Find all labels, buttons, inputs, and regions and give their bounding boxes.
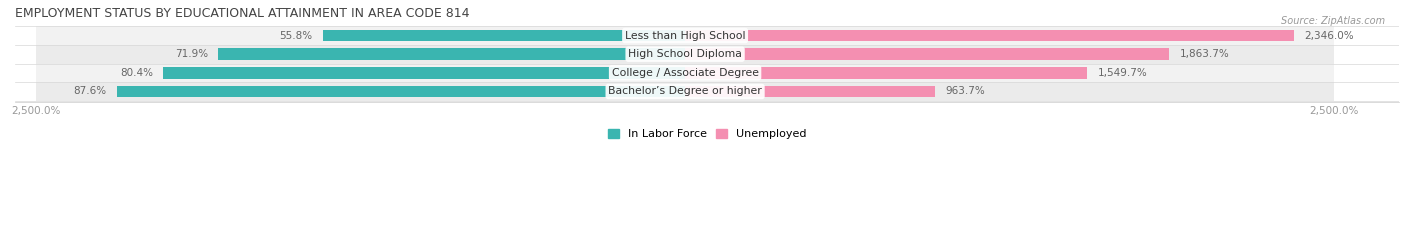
Text: EMPLOYMENT STATUS BY EDUCATIONAL ATTAINMENT IN AREA CODE 814: EMPLOYMENT STATUS BY EDUCATIONAL ATTAINM… [15, 7, 470, 20]
Text: Less than High School: Less than High School [624, 31, 745, 41]
Text: 2,346.0%: 2,346.0% [1305, 31, 1354, 41]
Text: Bachelor’s Degree or higher: Bachelor’s Degree or higher [609, 86, 762, 96]
Text: 55.8%: 55.8% [280, 31, 312, 41]
Bar [37, 45, 1334, 64]
Text: College / Associate Degree: College / Associate Degree [612, 68, 759, 78]
Bar [685, 30, 1294, 41]
Legend: In Labor Force, Unemployed: In Labor Force, Unemployed [603, 124, 811, 144]
Text: 1,863.7%: 1,863.7% [1180, 49, 1229, 59]
Bar [163, 67, 685, 79]
Bar [685, 86, 935, 97]
Text: 963.7%: 963.7% [946, 86, 986, 96]
Bar [37, 82, 1334, 101]
Text: High School Diploma: High School Diploma [628, 49, 742, 59]
Bar [37, 26, 1334, 45]
Text: 80.4%: 80.4% [120, 68, 153, 78]
Bar [37, 64, 1334, 82]
Bar [323, 30, 685, 41]
Bar [218, 48, 685, 60]
Bar [685, 67, 1087, 79]
Text: 87.6%: 87.6% [73, 86, 105, 96]
Text: Source: ZipAtlas.com: Source: ZipAtlas.com [1281, 16, 1385, 26]
Bar [117, 86, 685, 97]
Text: 71.9%: 71.9% [174, 49, 208, 59]
Bar [685, 48, 1168, 60]
Text: 1,549.7%: 1,549.7% [1098, 68, 1147, 78]
